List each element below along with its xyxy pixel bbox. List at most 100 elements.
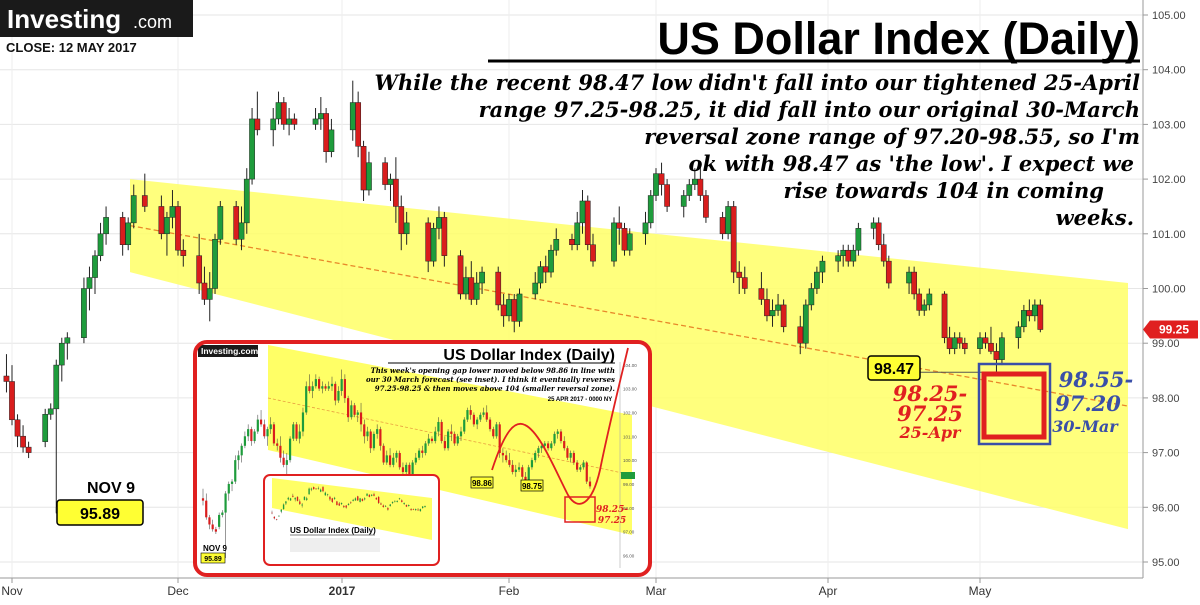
inset-candle-body	[337, 390, 340, 401]
candle-body	[537, 266, 544, 284]
inset-candle-body	[537, 448, 540, 453]
candle	[430, 222, 437, 267]
candle-body	[921, 304, 928, 311]
candle	[553, 228, 560, 256]
candle-body	[548, 249, 554, 273]
nested-candle-body	[315, 488, 317, 490]
candle-body	[941, 293, 948, 338]
zone-mar-line-1: 98.55-	[1059, 367, 1133, 392]
candle-body	[286, 118, 292, 125]
zone-mar-date: 30-Mar	[1052, 417, 1119, 436]
candle-body	[14, 419, 21, 437]
candle-body	[47, 408, 54, 415]
nested-candle-body	[303, 496, 306, 500]
inset-candle-body	[366, 431, 369, 437]
candle	[982, 332, 989, 349]
candle-body	[840, 249, 847, 256]
inset-candle-body	[263, 424, 266, 437]
candle-body	[457, 255, 464, 295]
inset-candle-body	[485, 412, 488, 420]
nested-candle-body	[306, 498, 308, 500]
candle-body	[697, 178, 704, 196]
candle-body	[626, 233, 633, 251]
candle-body	[217, 206, 224, 240]
inset-candle-body	[314, 379, 317, 387]
candle	[1037, 299, 1044, 333]
candle	[880, 233, 887, 267]
candle-body	[92, 255, 98, 278]
inset-candle-body	[527, 467, 530, 484]
candle-body	[64, 337, 71, 344]
inset-note-1: This week's opening gap lower moved belo…	[371, 366, 615, 375]
candle	[1031, 299, 1038, 322]
candle	[758, 272, 765, 305]
inset-candle-body	[482, 412, 485, 415]
inset-range-2: 97.25	[598, 516, 626, 526]
inset-candle-body	[472, 414, 475, 425]
inset-candle-body	[208, 517, 211, 525]
x-tick-label: Nov	[1, 584, 22, 598]
inset-y-tick-label: 103.00	[623, 387, 637, 392]
candle-body	[86, 277, 93, 289]
candle-body	[270, 118, 277, 131]
inset-y-ticks: 104.00 103.00 102.00 101.00 100.00 99.00 98.00…	[623, 363, 637, 559]
candle	[697, 162, 704, 201]
candle-body	[845, 249, 852, 262]
nov9-value-box	[56, 499, 144, 526]
inset-candle-body	[501, 452, 505, 456]
candle	[238, 206, 245, 251]
inset-candle-body	[214, 529, 217, 532]
candle-body	[988, 342, 994, 352]
nested-candle-body	[331, 498, 333, 502]
nested-candle-body	[370, 494, 373, 496]
inset-candle-body	[330, 383, 334, 387]
candle	[691, 168, 698, 191]
candle	[1021, 304, 1027, 333]
inset-candle-body	[282, 457, 285, 465]
candle	[479, 266, 485, 294]
candle-body	[180, 249, 187, 256]
inset-candle-body	[311, 386, 314, 391]
candle	[537, 261, 544, 289]
zone-30-mar-box	[977, 362, 1052, 446]
candle	[741, 266, 748, 294]
candle-body	[398, 206, 405, 235]
inset-candle-body	[488, 419, 492, 430]
inset-logo	[198, 345, 258, 357]
nested-candle-body	[412, 509, 415, 510]
candle-body	[885, 260, 892, 284]
nov9-callout: NOV 9 95.89	[55, 480, 144, 526]
nested-candle-body	[391, 501, 394, 503]
candle-body	[926, 293, 933, 306]
inset-candle-body	[572, 452, 575, 463]
nov9-value: 95.89	[80, 506, 120, 523]
zone-mar-line-2: 97.20	[1055, 391, 1121, 416]
nested-candle-body	[424, 506, 426, 508]
nested-candle-body	[359, 498, 361, 502]
candle	[441, 211, 448, 267]
candle	[686, 179, 693, 201]
logo-suffix: .com	[133, 12, 172, 32]
nested-candle-body	[285, 501, 287, 504]
candle-body	[906, 271, 912, 284]
candle	[664, 179, 670, 212]
candle-body	[703, 195, 709, 218]
nested-candle-body	[299, 501, 301, 504]
x-axis-ticks: Nov Dec 2017 Feb Mar Apr May	[1, 578, 991, 598]
candle-body	[212, 239, 218, 289]
candle-body	[103, 217, 109, 235]
inset-note-2: our 30 March forecast (see inset). I thi…	[366, 375, 615, 384]
nested-candle-body	[421, 506, 424, 509]
candle	[797, 315, 804, 355]
inset-candle-body	[292, 424, 295, 439]
candle-body	[201, 282, 208, 300]
inset-candle-body	[440, 421, 443, 442]
inset-candle-body	[350, 405, 353, 418]
nested-candle-body	[415, 509, 417, 511]
candle-body	[553, 239, 560, 251]
candle	[393, 157, 399, 223]
nested-candle-body	[326, 494, 329, 495]
inset-y-tick-label: 99.00	[623, 482, 635, 487]
candle	[398, 195, 405, 251]
